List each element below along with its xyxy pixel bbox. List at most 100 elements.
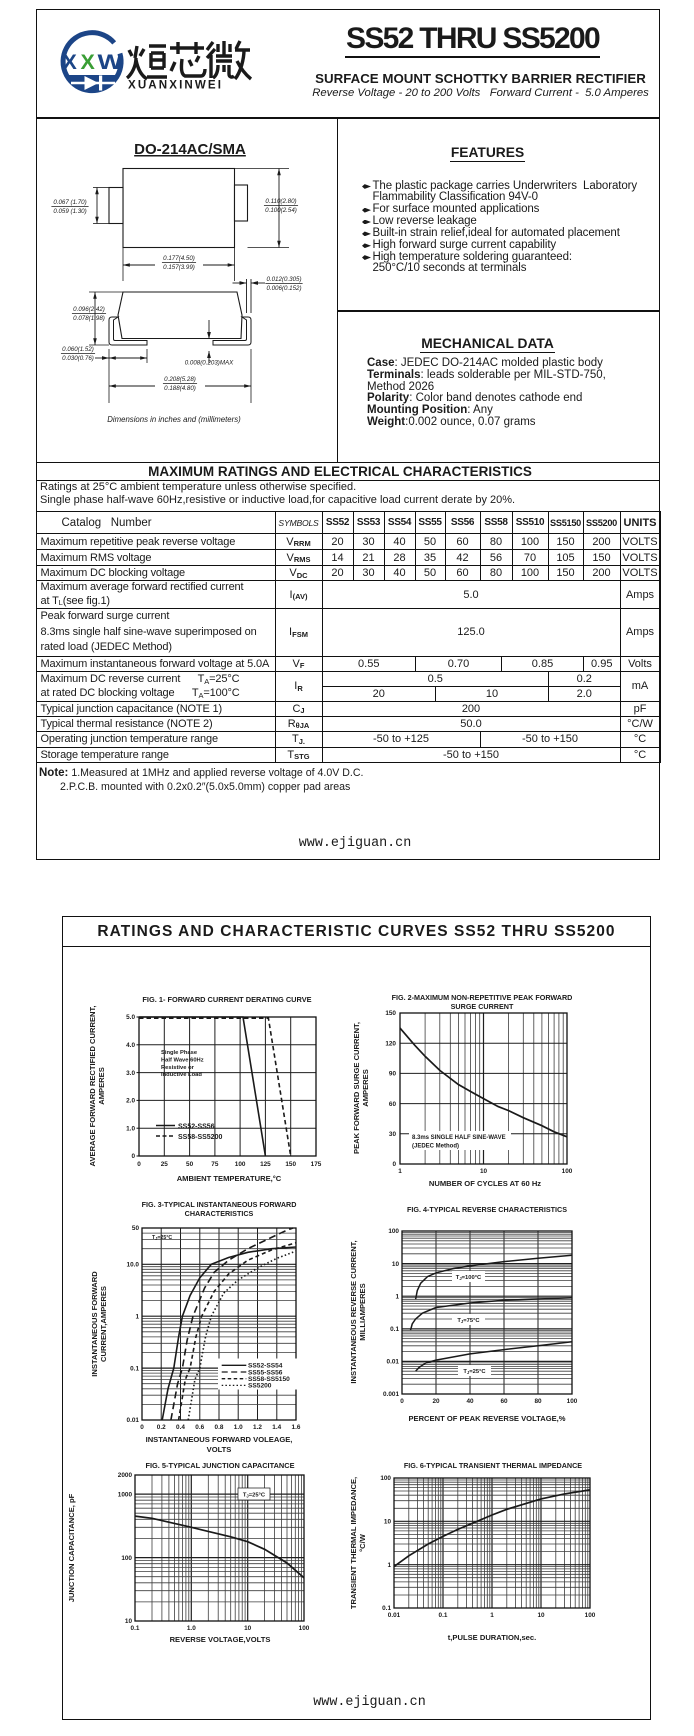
svg-text:VOLTS: VOLTS	[207, 1445, 232, 1454]
svg-text:100: 100	[562, 1168, 573, 1175]
svg-text:Dimensions in inches and (mill: Dimensions in inches and (millimeters)	[107, 415, 241, 424]
svg-text:NUMBER OF CYCLES AT 60 Hz: NUMBER OF CYCLES AT 60 Hz	[429, 1179, 541, 1188]
svg-text:DO-214AC/SMA: DO-214AC/SMA	[134, 141, 246, 158]
svg-text:0.1: 0.1	[131, 1625, 140, 1632]
svg-text:10: 10	[392, 1261, 400, 1268]
svg-text:XUANXINWEI: XUANXINWEI	[128, 78, 223, 91]
svg-text:TJ=100°C: TJ=100°C	[456, 1275, 482, 1281]
svg-text:0: 0	[137, 1161, 141, 1168]
svg-text:125: 125	[260, 1161, 271, 1168]
svg-text:SS5200: SS5200	[248, 1383, 272, 1390]
svg-text:1: 1	[490, 1612, 494, 1619]
svg-text:0.01: 0.01	[388, 1612, 401, 1619]
svg-text:TJ=25°C: TJ=25°C	[152, 1235, 172, 1241]
svg-text:0.060(1.52): 0.060(1.52)	[62, 346, 94, 353]
svg-text:0.8: 0.8	[215, 1424, 224, 1431]
svg-text:150: 150	[285, 1161, 296, 1168]
svg-text:Inductive Load: Inductive Load	[161, 1072, 202, 1078]
svg-text:1: 1	[395, 1293, 399, 1300]
svg-text:60: 60	[500, 1398, 508, 1405]
svg-text:4.0: 4.0	[126, 1042, 135, 1049]
svg-text:Resistive or: Resistive or	[161, 1065, 195, 1071]
svg-text:2000: 2000	[118, 1472, 133, 1479]
svg-text:X: X	[80, 50, 95, 74]
svg-text:0: 0	[131, 1153, 135, 1160]
svg-text:INSTANTANEOUS FORWARD VOLEAGE,: INSTANTANEOUS FORWARD VOLEAGE,	[146, 1435, 293, 1444]
svg-text:0: 0	[400, 1398, 404, 1405]
svg-text:0.067 (1.70): 0.067 (1.70)	[53, 199, 86, 206]
svg-text:Half Wave 60Hz: Half Wave 60Hz	[161, 1057, 204, 1063]
svg-text:75: 75	[211, 1161, 219, 1168]
svg-text:0.01: 0.01	[127, 1417, 140, 1424]
svg-text:SS58-SS5200: SS58-SS5200	[178, 1134, 222, 1141]
svg-text:80: 80	[534, 1398, 542, 1405]
svg-text:0.059 (1.30): 0.059 (1.30)	[53, 208, 86, 215]
svg-text:0.177(4.50): 0.177(4.50)	[163, 255, 195, 262]
svg-text:1.4: 1.4	[272, 1424, 281, 1431]
svg-text:10: 10	[384, 1519, 392, 1526]
svg-text:10: 10	[537, 1612, 545, 1619]
svg-text:8.3ms SINGLE HALF SINE-WAVE: 8.3ms SINGLE HALF SINE-WAVE	[412, 1135, 506, 1141]
svg-text:FIG. 5-TYPICAL JUNCTION CAPACI: FIG. 5-TYPICAL JUNCTION CAPACITANCE	[145, 1461, 294, 1470]
svg-text:FIG. 2-MAXIMUM NON-REPETITIVE: FIG. 2-MAXIMUM NON-REPETITIVE PEAK FORWA…	[392, 993, 573, 1002]
svg-text:0.01: 0.01	[387, 1359, 400, 1366]
svg-text:0.030(0.76): 0.030(0.76)	[62, 355, 94, 362]
svg-text:SURGE CURRENT: SURGE CURRENT	[451, 1002, 514, 1011]
svg-text:0: 0	[140, 1424, 144, 1431]
svg-text:5.0: 5.0	[126, 1014, 135, 1021]
svg-text:SS52-SS56: SS52-SS56	[178, 1123, 215, 1130]
svg-text:0.188(4.80): 0.188(4.80)	[164, 385, 196, 392]
svg-text:SS58-SS5150: SS58-SS5150	[248, 1376, 290, 1383]
svg-text:TJ=75°C: TJ=75°C	[457, 1318, 480, 1324]
svg-text:100: 100	[380, 1475, 391, 1482]
svg-text:TJ=25°C: TJ=25°C	[243, 1493, 266, 1499]
svg-text:(JEDEC Method): (JEDEC Method)	[412, 1144, 459, 1150]
svg-text:W: W	[97, 50, 123, 74]
svg-text:t,PULSE DURATION,sec.: t,PULSE DURATION,sec.	[448, 1633, 536, 1642]
svg-text:0.4: 0.4	[176, 1424, 185, 1431]
svg-text:20: 20	[432, 1398, 440, 1405]
svg-text:0.078(1.98): 0.078(1.98)	[73, 315, 105, 322]
svg-text:0.1: 0.1	[439, 1612, 448, 1619]
svg-text:10: 10	[125, 1618, 133, 1625]
svg-text:0.012(0.305): 0.012(0.305)	[266, 276, 301, 283]
svg-text:MILLIAMPERES: MILLIAMPERES	[358, 1283, 367, 1340]
svg-text:10.0: 10.0	[127, 1262, 140, 1269]
svg-text:1.6: 1.6	[292, 1424, 301, 1431]
svg-text:0.1: 0.1	[382, 1605, 391, 1612]
svg-text:100: 100	[121, 1555, 132, 1562]
svg-text:0.006(0.152): 0.006(0.152)	[266, 285, 301, 292]
svg-text:0.001: 0.001	[383, 1391, 399, 1398]
svg-text:1.2: 1.2	[253, 1424, 262, 1431]
svg-text:AVERAGE FORWARD RECTIFIED CURR: AVERAGE FORWARD RECTIFIED CURRENT,	[88, 1006, 97, 1167]
svg-text:CURRENT,AMPERES: CURRENT,AMPERES	[99, 1286, 108, 1362]
svg-text:FIG. 1- FORWARD CURRENT DERATI: FIG. 1- FORWARD CURRENT DERATING CURVE	[142, 995, 311, 1004]
svg-text:0.208(5.28): 0.208(5.28)	[164, 376, 196, 383]
svg-text:50: 50	[132, 1225, 140, 1232]
svg-text:100: 100	[585, 1612, 596, 1619]
svg-text:JUNCTION CAPACITANCE, pF: JUNCTION CAPACITANCE, pF	[67, 1493, 76, 1602]
svg-text:40: 40	[466, 1398, 474, 1405]
svg-text:100: 100	[567, 1398, 578, 1405]
svg-text:Single Phase: Single Phase	[161, 1050, 198, 1056]
svg-text:1: 1	[135, 1313, 139, 1320]
svg-text:INSTANTANEOUS FORWARD: INSTANTANEOUS FORWARD	[90, 1271, 99, 1377]
svg-text:100: 100	[235, 1161, 246, 1168]
svg-text:1.0: 1.0	[234, 1424, 243, 1431]
svg-text:10: 10	[244, 1625, 252, 1632]
svg-text:TJ=25°C: TJ=25°C	[463, 1369, 486, 1375]
svg-text:3.0: 3.0	[126, 1070, 135, 1077]
svg-text:SS55-SS56: SS55-SS56	[248, 1369, 283, 1376]
svg-text:0.2: 0.2	[157, 1424, 166, 1431]
svg-text:90: 90	[389, 1071, 397, 1078]
svg-text:0.008(0.203)MAX: 0.008(0.203)MAX	[185, 359, 234, 366]
svg-text:PERCENT OF PEAK REVERSE VOLTAG: PERCENT OF PEAK REVERSE VOLTAGE,%	[408, 1414, 565, 1423]
svg-text:1.0: 1.0	[126, 1125, 135, 1132]
svg-text:°C/W: °C/W	[358, 1533, 367, 1552]
svg-text:0.1: 0.1	[130, 1365, 139, 1372]
svg-text:X: X	[62, 50, 77, 74]
svg-text:1.0: 1.0	[187, 1625, 196, 1632]
svg-text:1: 1	[398, 1168, 402, 1175]
svg-text:AMPERES: AMPERES	[361, 1069, 370, 1107]
svg-text:120: 120	[385, 1040, 396, 1047]
